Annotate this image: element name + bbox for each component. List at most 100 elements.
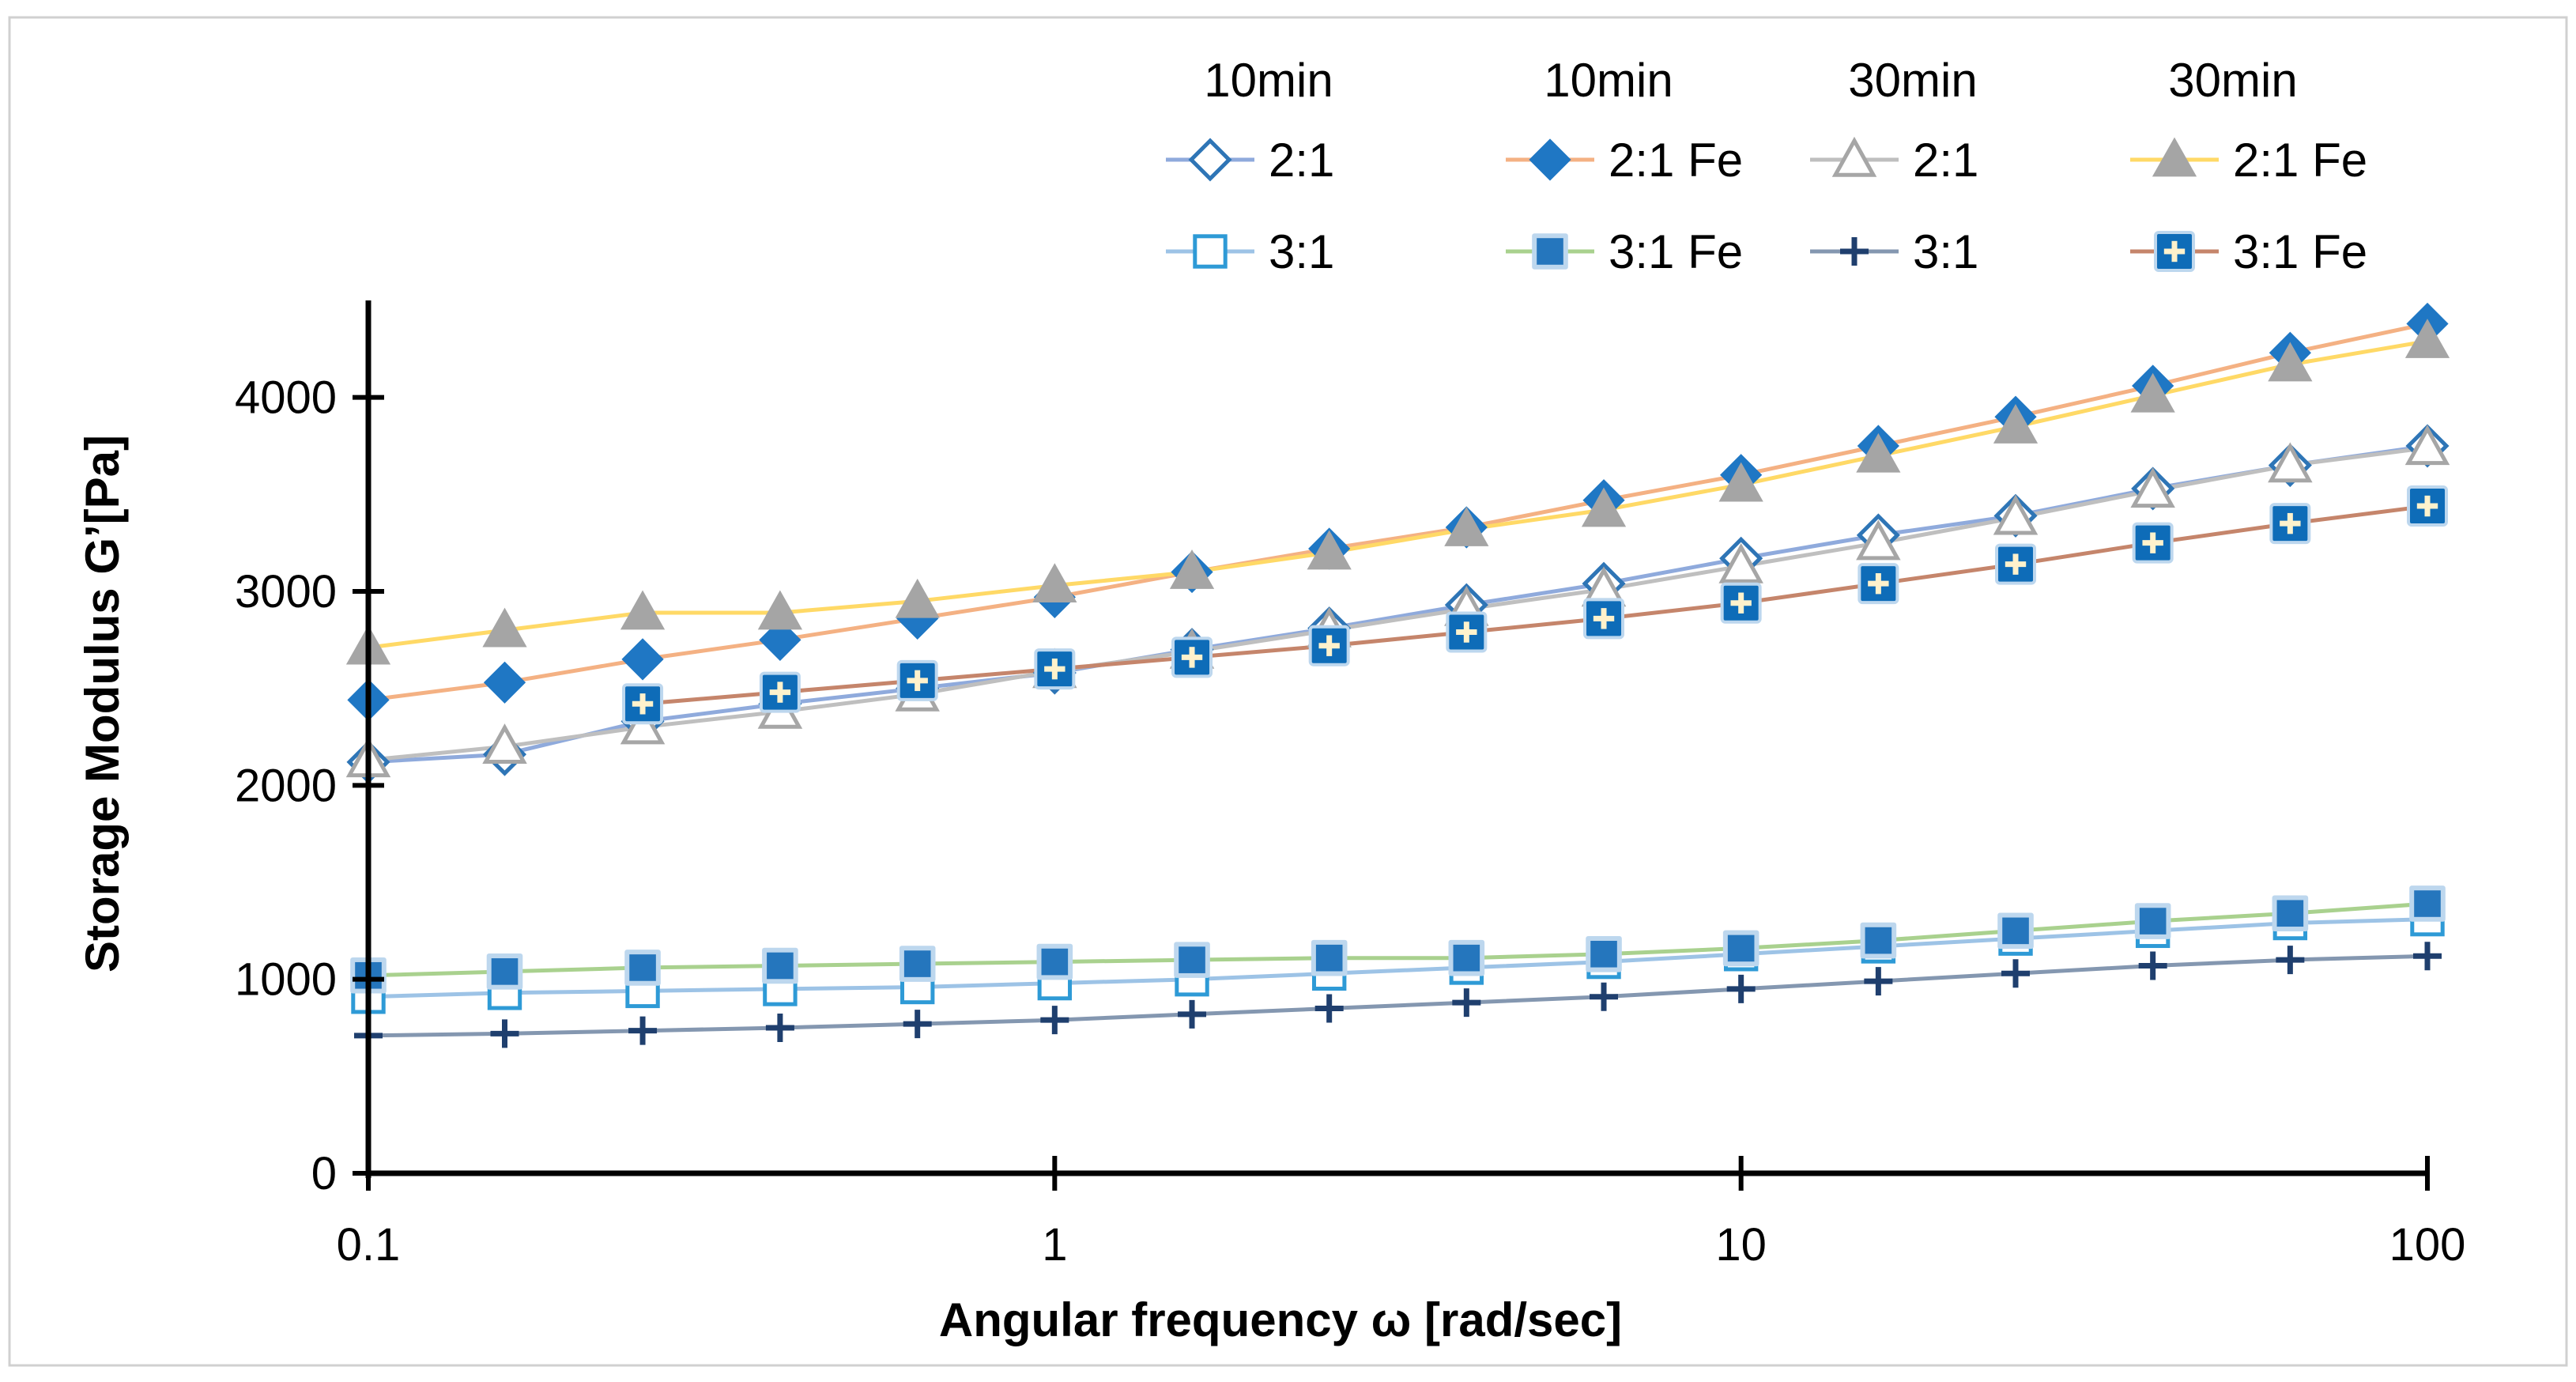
data-point	[486, 953, 523, 990]
series-line-4	[368, 917, 2428, 999]
data-point	[759, 618, 801, 661]
legend-marker	[1532, 233, 1568, 270]
x-axis-title: Angular frequency ω [rad/sec]	[939, 1293, 1622, 1346]
series-line	[368, 901, 2428, 978]
data-point	[620, 704, 666, 745]
data-point	[621, 638, 664, 681]
data-point	[1726, 974, 1756, 1003]
series-line	[368, 953, 2428, 1038]
series-line-2	[368, 446, 2428, 762]
data-point	[903, 1010, 932, 1039]
series-layer	[345, 302, 2450, 1050]
data-point	[1452, 988, 1481, 1018]
data-point	[2413, 942, 2442, 971]
data-point	[757, 590, 803, 630]
legend-entry: 2:1 Fe	[1506, 134, 1743, 187]
y-tick-label: 2000	[235, 760, 337, 811]
legend-label: 3:1 Fe	[2233, 225, 2367, 278]
data-point	[1034, 648, 1076, 690]
data-point	[622, 683, 664, 725]
data-point	[1586, 935, 1622, 972]
data-point	[482, 607, 527, 648]
data-point	[1446, 611, 1488, 653]
data-point	[1718, 462, 1763, 502]
series-line	[642, 504, 2428, 706]
data-point	[1856, 432, 1901, 473]
data-point	[483, 661, 526, 704]
data-point	[1307, 530, 1352, 570]
legend-label: 2:1	[1913, 134, 1978, 187]
legend-entry: 2:1 Fe	[2130, 134, 2367, 187]
x-tick-label: 1	[1042, 1219, 1067, 1271]
data-point	[490, 1019, 519, 1048]
data-point	[1590, 982, 1619, 1011]
data-point	[2132, 522, 2174, 564]
legend-entry: 3:1	[1810, 225, 1978, 278]
y-axis-title: Storage Modulus G’[Pa]	[76, 435, 129, 972]
data-point	[2407, 485, 2448, 527]
legend-marker	[2152, 137, 2197, 177]
data-point	[1581, 487, 1627, 527]
data-point	[2409, 885, 2446, 922]
data-point	[2138, 951, 2167, 980]
legend-entry: 2:1	[1166, 134, 1334, 187]
data-point	[624, 950, 661, 986]
legend-label: 2:1 Fe	[2233, 134, 2367, 187]
legend-group-header: 10min	[1204, 54, 1333, 107]
legend-marker	[2154, 231, 2195, 272]
x-tick-label: 10	[1715, 1219, 1767, 1271]
series-line	[368, 917, 2428, 999]
y-tick-label: 3000	[235, 566, 337, 617]
legend-marker	[1529, 138, 1571, 181]
legend-entry: 3:1 Fe	[1506, 225, 1743, 278]
data-point	[2268, 342, 2313, 382]
data-point	[1993, 494, 2039, 535]
series-markers-6	[354, 942, 2442, 1050]
data-point	[762, 947, 798, 984]
data-point	[1860, 922, 1897, 959]
series-line	[368, 321, 2428, 702]
data-point	[620, 590, 666, 630]
chart-border	[8, 16, 2568, 1367]
data-point	[628, 1016, 658, 1045]
y-tick-label: 4000	[235, 372, 337, 424]
data-point	[2130, 372, 2175, 413]
data-point	[2134, 903, 2171, 939]
legend: 10min 10min 30min 30min 2:1 2:1 Fe 2:1 2:1 Fe 3:…	[1166, 54, 2367, 278]
legend-group-header: 30min	[1848, 54, 1977, 107]
data-point	[1444, 507, 1489, 546]
data-point	[1314, 994, 1344, 1023]
data-point	[899, 946, 936, 982]
data-point	[1032, 563, 1077, 603]
data-point	[2404, 425, 2450, 466]
legend-label: 2:1	[1269, 134, 1334, 187]
data-point	[2001, 959, 2031, 988]
legend-entry: 3:1 Fe	[2130, 225, 2367, 278]
x-tick-label: 100	[2389, 1219, 2466, 1271]
data-point	[765, 1014, 794, 1042]
legend-group-header: 10min	[1544, 54, 1673, 107]
legend-group-header: 30min	[2168, 54, 2297, 107]
series-markers-7	[622, 485, 2448, 725]
legend-label: 3:1	[1269, 225, 1334, 278]
legend-marker	[1840, 237, 1869, 266]
series-markers-3	[345, 319, 2450, 665]
data-point	[1997, 912, 2034, 950]
data-point	[1178, 999, 1207, 1029]
data-point	[895, 578, 940, 618]
series-line	[368, 446, 2428, 762]
data-point	[1311, 939, 1348, 976]
data-point	[1583, 598, 1625, 640]
data-point	[1174, 942, 1210, 978]
data-point	[1722, 930, 1759, 967]
data-point	[1995, 543, 2037, 585]
axes: 0 1000 2000 3000 4000 0.1 1 10 100	[235, 300, 2465, 1271]
y-tick-label: 1000	[235, 954, 337, 1006]
data-point	[1448, 939, 1485, 976]
data-point	[2269, 503, 2311, 545]
data-point	[1864, 967, 1893, 996]
data-point	[1718, 542, 1763, 583]
series-line	[368, 339, 2428, 650]
legend-marker	[1831, 136, 1877, 177]
